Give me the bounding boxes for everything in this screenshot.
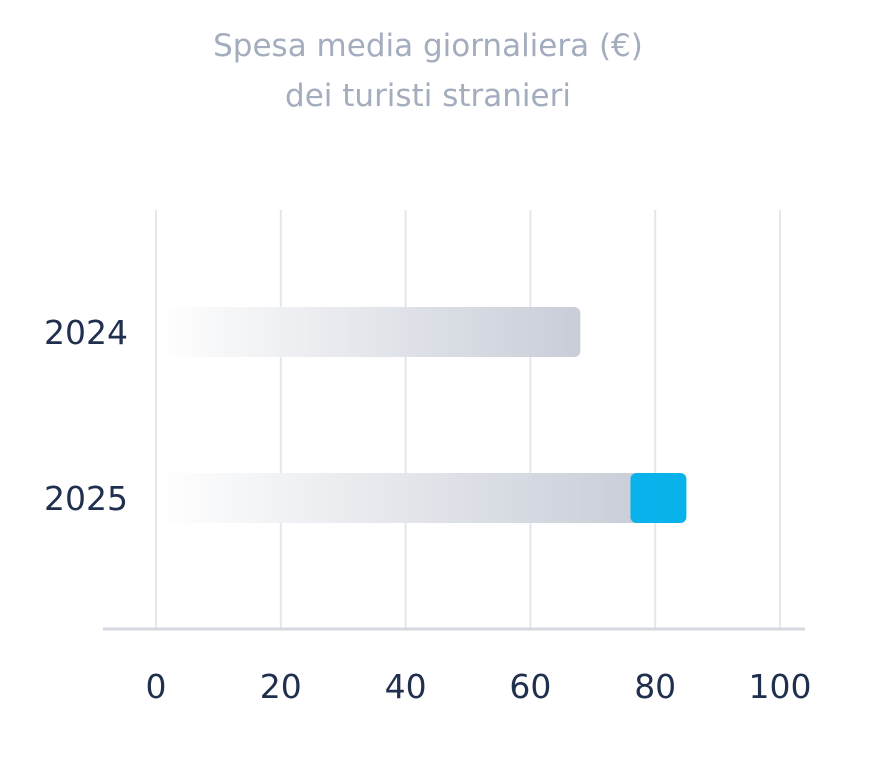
x-tick-label-0: 0 bbox=[146, 667, 167, 706]
x-tick-label-80: 80 bbox=[634, 667, 676, 706]
category-labels: 2024 2025 bbox=[44, 313, 128, 518]
x-tick-label-100: 100 bbox=[749, 667, 812, 706]
x-tick-label-20: 20 bbox=[260, 667, 302, 706]
x-tick-label-60: 60 bbox=[509, 667, 551, 706]
category-label-2024: 2024 bbox=[44, 313, 128, 352]
x-tick-label-40: 40 bbox=[385, 667, 427, 706]
bar-highlight-edge-2025 bbox=[636, 473, 645, 523]
x-tick-labels: 0 20 40 60 80 100 bbox=[146, 667, 812, 706]
bar-end-2024 bbox=[566, 307, 581, 357]
category-label-2025: 2025 bbox=[44, 479, 128, 518]
bar-2025 bbox=[158, 473, 637, 523]
bar-group-2025 bbox=[158, 473, 687, 523]
chart-title-line-2: dei turisti stranieri bbox=[285, 78, 571, 114]
bar-2024 bbox=[158, 307, 575, 357]
chart-title-line-1: Spesa media giornaliera (€) bbox=[213, 28, 643, 64]
bar-group-2024 bbox=[158, 307, 581, 357]
gridlines bbox=[155, 210, 781, 629]
bars bbox=[158, 307, 687, 523]
